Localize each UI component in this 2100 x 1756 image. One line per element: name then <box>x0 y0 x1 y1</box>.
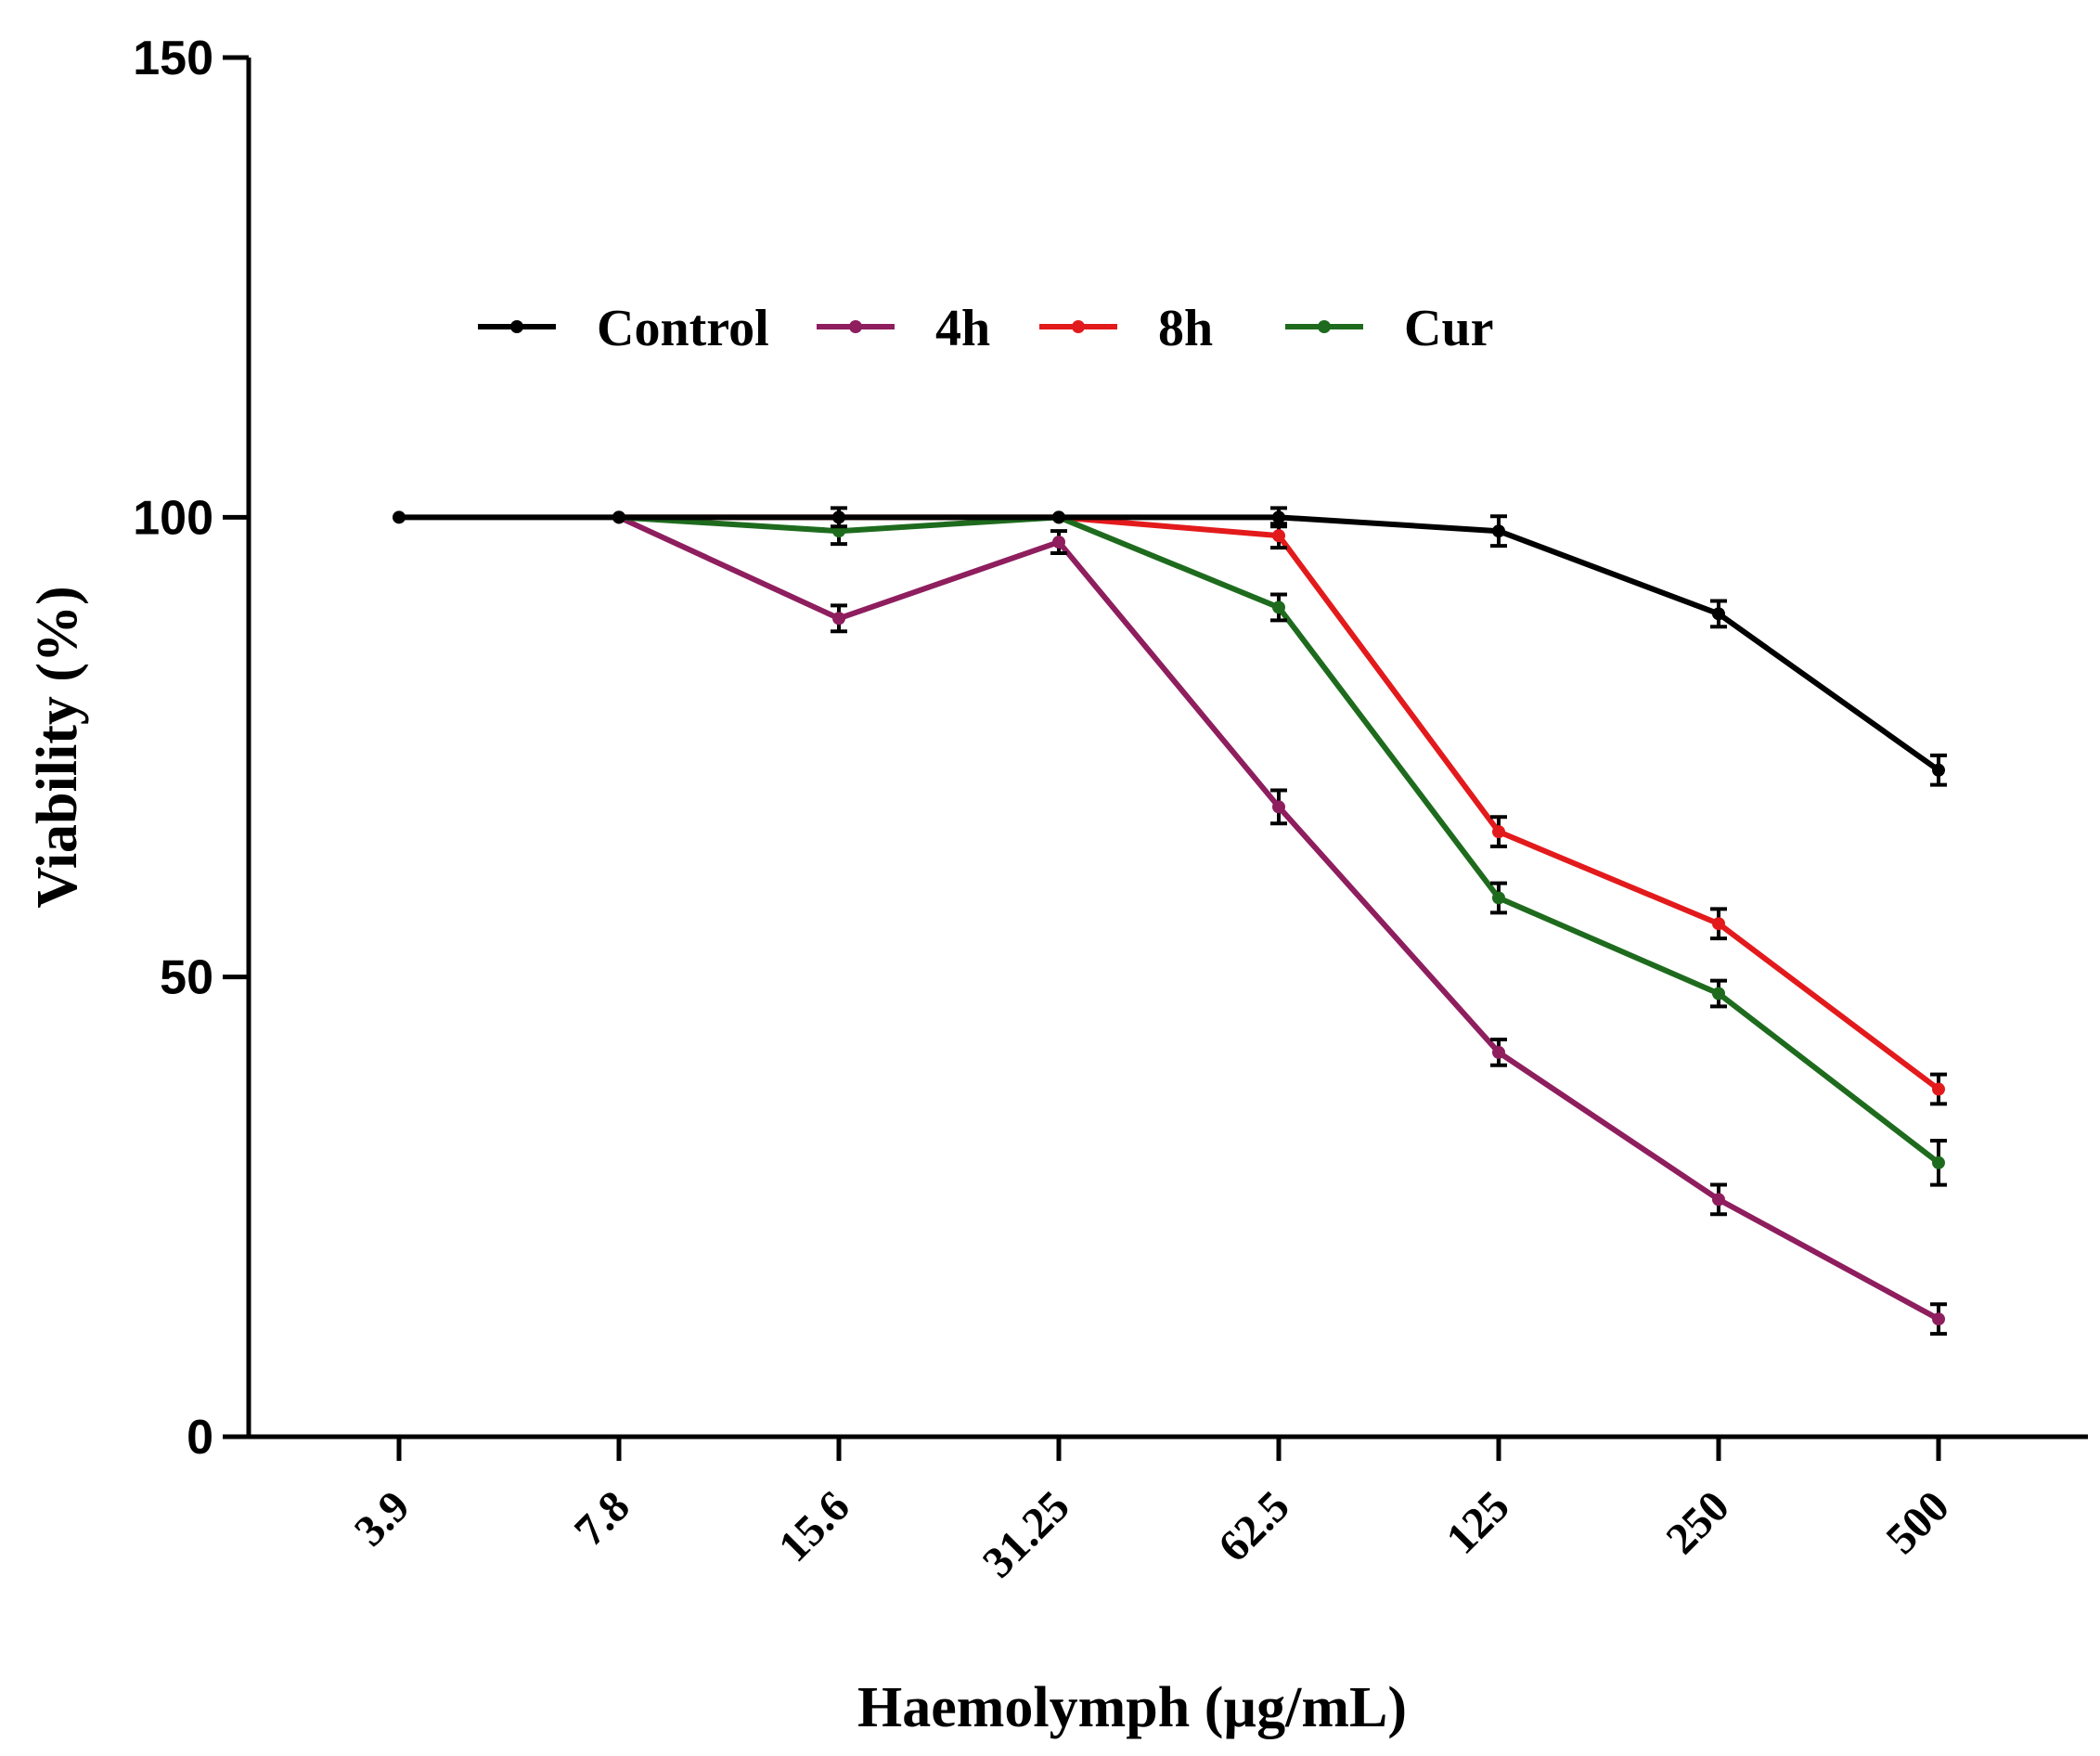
legend-item-8h: 8h <box>1039 300 1213 357</box>
data-point <box>1492 891 1505 905</box>
x-axis-title: Haemolymph (µg/mL) <box>857 1676 1407 1739</box>
data-point <box>1712 987 1725 1001</box>
y-tick-label: 50 <box>160 951 213 1005</box>
y-tick-label: 100 <box>133 491 213 545</box>
legend-label: 8h <box>1158 300 1213 357</box>
series-line <box>617 514 1940 1322</box>
data-point <box>1272 600 1285 614</box>
data-point <box>1272 529 1285 543</box>
x-tick-label: 3.9 <box>345 1481 419 1556</box>
data-point <box>1272 800 1285 814</box>
legend-swatch-marker <box>1072 320 1085 333</box>
y-tick-label: 150 <box>133 32 213 85</box>
legend-swatch-marker <box>510 320 523 333</box>
data-point <box>1932 763 1945 777</box>
x-tick-label: 500 <box>1876 1481 1958 1563</box>
data-point <box>1712 1193 1725 1207</box>
data-point <box>1932 1082 1945 1096</box>
legend-label: Control <box>597 300 769 357</box>
series-line <box>399 514 1940 773</box>
data-point <box>1932 1312 1945 1326</box>
legend-item-cur: Cur <box>1285 300 1493 357</box>
y-tick-label: 0 <box>187 1411 213 1465</box>
x-tick-label: 15.6 <box>769 1481 859 1571</box>
data-point <box>1052 536 1065 549</box>
data-point <box>1272 510 1285 524</box>
axes: 0 50 100 150 3.9 7.8 15.6 31.25 62.5 125 250 500 <box>133 32 2088 1587</box>
data-point <box>1052 510 1065 524</box>
data-point <box>1712 917 1725 931</box>
legend-swatch-marker <box>849 320 862 333</box>
legend-label: 4h <box>935 300 990 357</box>
data-point <box>1492 524 1505 538</box>
legend-label: Cur <box>1404 300 1493 357</box>
data-point <box>1492 825 1505 839</box>
series-cur <box>612 510 1947 1187</box>
data-point <box>612 510 625 524</box>
data-point <box>393 510 406 524</box>
series-4h <box>612 510 1947 1336</box>
x-tick-label: 7.8 <box>565 1481 639 1556</box>
x-tick-label: 250 <box>1656 1481 1738 1563</box>
legend-swatch-marker <box>1318 320 1331 333</box>
x-tick-label: 31.25 <box>973 1481 1079 1587</box>
legend: Control 4h 8h Cur <box>478 300 1493 357</box>
data-point <box>1932 1156 1945 1169</box>
data-point <box>832 612 845 626</box>
legend-item-4h: 4h <box>817 300 990 357</box>
x-tick-label: 125 <box>1437 1481 1518 1563</box>
data-point <box>1712 607 1725 621</box>
series-layer <box>393 506 1947 1336</box>
data-point <box>1492 1045 1505 1059</box>
data-point <box>832 510 845 524</box>
legend-item-control: Control <box>478 300 769 357</box>
y-axis-title: Viability (%) <box>26 586 89 908</box>
series-control <box>393 506 1947 787</box>
x-tick-label: 62.5 <box>1209 1481 1299 1571</box>
